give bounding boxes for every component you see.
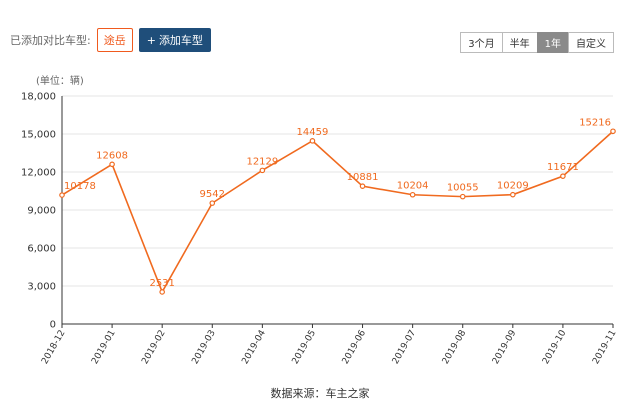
data-label: 10178	[64, 181, 96, 192]
grid-lines	[62, 95, 613, 325]
compare-label: 已添加对比车型:	[10, 34, 91, 47]
data-point	[259, 167, 266, 174]
data-point	[209, 200, 216, 206]
x-tick-label: 2019-09	[491, 328, 519, 366]
unit-label: (单位：辆)	[36, 74, 84, 87]
y-tick-label: 12,000	[21, 168, 56, 179]
data-source: 数据来源：车主之家	[270, 387, 370, 400]
series-path	[61, 130, 614, 294]
x-tick-label: 2019-03	[190, 329, 217, 367]
data-label: 10204	[397, 181, 429, 192]
x-tick-label: 2019-02	[140, 329, 167, 367]
x-tick-label: 2019-07	[391, 329, 418, 367]
data-label: 14459	[297, 127, 329, 138]
data-point	[510, 191, 516, 198]
data-point	[309, 138, 316, 144]
data-label: 10209	[497, 181, 529, 192]
data-label: 2531	[149, 278, 174, 289]
range-selector: 3个月 半年 1年 自定义	[460, 32, 614, 53]
data-label: 10881	[347, 172, 379, 183]
plus-icon: +	[146, 33, 156, 47]
y-tick-label: 18,000	[21, 92, 56, 103]
y-tick-label: 9,000	[27, 206, 56, 217]
data-label: 10055	[447, 183, 479, 194]
x-tick-label: 2018-12	[40, 329, 67, 367]
x-axis: 2018-12 2019-01 2019-02 2019-03 2019-04 2019-…	[40, 323, 619, 367]
add-model-button[interactable]: + 添加车型	[138, 28, 211, 52]
data-point	[159, 289, 165, 295]
data-label: 12608	[96, 150, 128, 161]
data-label: 12129	[246, 156, 278, 167]
y-tick-label: 15,000	[21, 130, 56, 141]
compare-tag-tuyue[interactable]: 途岳	[96, 28, 133, 52]
x-tick-label: 2019-08	[441, 328, 469, 366]
y-tick-label: 6,000	[27, 244, 56, 255]
data-label: 11671	[547, 162, 579, 173]
data-point	[409, 191, 416, 198]
y-axis: 0 3,000 6,000 9,000 12,000 15,000 18,000	[21, 92, 63, 331]
data-point	[610, 128, 616, 135]
x-tick-label: 2019-05	[291, 329, 318, 367]
y-tick-label: 0	[50, 320, 56, 331]
data-point	[59, 192, 65, 198]
x-tick-label: 2019-01	[90, 329, 117, 367]
range-custom[interactable]: 自定义	[568, 32, 614, 53]
data-point	[359, 183, 366, 189]
series-line: 10178 12608 2531 9542 12129 14459 10881 10204 10…	[59, 117, 616, 295]
x-tick-label: 2019-10	[541, 328, 569, 366]
data-point	[459, 193, 466, 200]
data-label: 9542	[200, 189, 225, 200]
x-tick-label: 2019-04	[240, 328, 268, 366]
add-model-label: 添加车型	[158, 34, 203, 47]
y-tick-label: 3,000	[27, 282, 56, 293]
data-point	[560, 173, 566, 179]
x-tick-label: 2019-11	[591, 329, 618, 367]
data-point	[109, 161, 115, 168]
data-label: 15216	[579, 117, 611, 128]
x-tick-label: 2019-06	[341, 328, 369, 366]
compare-bar: 已添加对比车型: 途岳 + 添加车型	[10, 28, 211, 52]
